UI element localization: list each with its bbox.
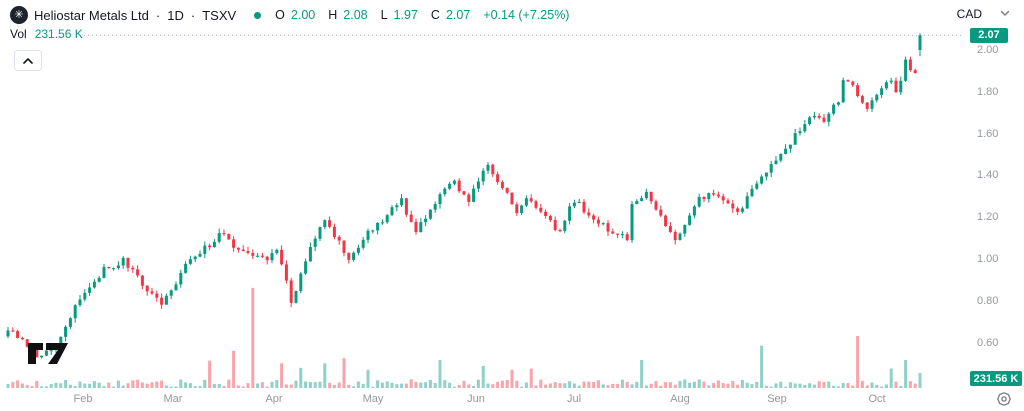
collapse-legend-button[interactable]	[14, 50, 42, 71]
price-tick-label: 0.60	[977, 336, 999, 349]
candlestick-series	[6, 33, 922, 359]
high-label: H	[328, 8, 338, 22]
chevron-up-icon	[23, 57, 33, 64]
volume-legend[interactable]: Vol 231.56 K	[10, 27, 83, 41]
open-value: 2.00	[290, 8, 316, 22]
time-tick-label: Mar	[163, 393, 183, 405]
low-value: 1.97	[393, 8, 418, 22]
low-label: L	[380, 8, 388, 22]
chevron-down-icon[interactable]	[1000, 10, 1010, 17]
time-tick-label: Apr	[265, 393, 283, 405]
symbol-legend[interactable]: ✳ Heliostar Metals Ltd · 1D · TSXV O 2.0…	[10, 6, 569, 24]
time-tick-label: Aug	[670, 393, 690, 405]
chart-canvas[interactable]	[0, 0, 964, 390]
close-label: C	[430, 8, 440, 22]
exchange-label: TSXV	[202, 7, 237, 23]
time-tick-label: May	[362, 393, 384, 405]
high-value: 2.08	[343, 8, 368, 22]
price-tick-label: 1.80	[977, 85, 999, 98]
price-tick-label: 1.20	[977, 211, 999, 224]
price-axis[interactable]: CAD 2.00 1.80 1.60 1.40 1.20 1.00 0.80 0.60 2.0…	[957, 0, 1024, 411]
volume-series	[6, 287, 922, 388]
tradingview-logo-watermark[interactable]	[27, 340, 71, 365]
volume-label: Vol	[10, 27, 27, 41]
open-label: O	[275, 8, 285, 22]
time-tick-label: Sep	[767, 393, 787, 405]
scale-settings-gear-icon[interactable]	[996, 391, 1012, 407]
price-tick-label: 1.60	[977, 127, 999, 140]
price-tick-label: 2.00	[977, 44, 999, 56]
volume-value: 231.56 K	[34, 27, 83, 41]
time-axis[interactable]: Feb Mar Apr May Jun Jul Aug Sep Oct	[0, 390, 964, 411]
time-tick-label: Jun	[467, 393, 485, 405]
close-value: 2.07	[445, 8, 471, 22]
time-tick-label: Oct	[868, 393, 886, 405]
price-tick-label: 1.00	[977, 253, 999, 265]
price-tick-label: 1.40	[977, 169, 999, 182]
last-price-badge: 2.07	[970, 27, 1008, 43]
separator-dot: ·	[190, 7, 196, 23]
symbol-title: Heliostar Metals Ltd	[34, 7, 149, 23]
price-tick-label: 0.80	[977, 294, 999, 307]
heliostar-logo-icon: ✳	[10, 6, 28, 24]
time-tick-label: Jul	[566, 393, 582, 405]
currency-selector[interactable]: CAD	[956, 7, 982, 21]
separator-dot: ·	[155, 7, 161, 23]
time-tick-label: Feb	[73, 393, 93, 405]
volume-badge: 231.56 K	[970, 371, 1022, 386]
change-value: +0.14 (+7.25%)	[483, 8, 570, 22]
market-status-dot-icon	[254, 11, 262, 19]
interval-label: 1D	[167, 7, 184, 23]
